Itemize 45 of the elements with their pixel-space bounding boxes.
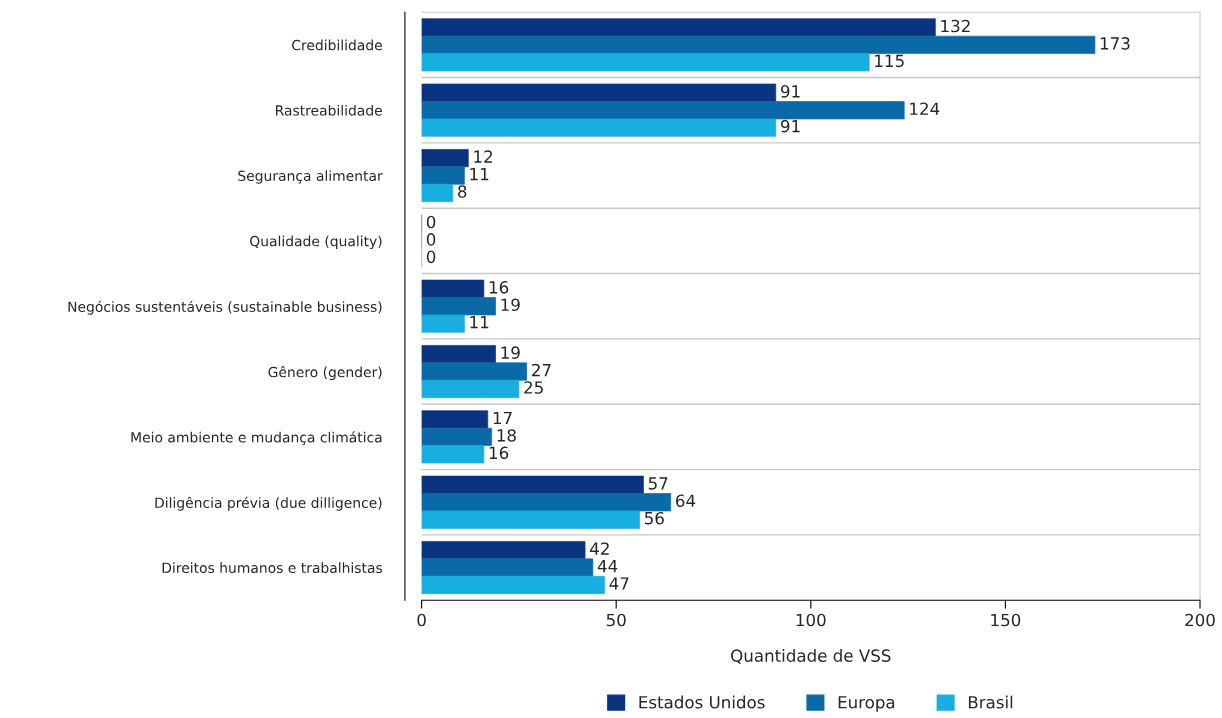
data-label: 91 [780,85,800,98]
data-label: 18 [497,429,516,442]
legend-label: Europa [838,696,895,712]
x-tick-label: 200 [1185,613,1215,627]
legend-label: Estados Unidos [639,695,765,709]
data-label: 16 [489,446,509,460]
data-label: 42 [590,542,609,555]
data-label: 115 [875,54,904,68]
data-label: 0 [426,233,436,246]
x-axis-title: Quantidade de VSS [731,649,891,664]
data-label: 27 [532,363,551,377]
data-label: 8 [458,185,467,198]
y-tick-label: Diligência prévia (due dilligence) [155,496,382,511]
data-label: 19 [501,298,520,312]
data-label: 0 [426,215,436,229]
data-label: 12 [474,150,492,163]
data-label: 47 [609,577,629,590]
data-label: 132 [941,19,970,33]
y-tick-label: Direitos humanos e trabalhistas [162,562,383,574]
y-tick-label: Segurança alimentar [238,170,383,184]
y-tick-label: Negócios sustentáveis (sustainable business) [68,300,382,315]
y-tick-label: Gênero (gender) [268,366,382,381]
data-label: 173 [1100,37,1130,50]
data-label: 11 [470,168,489,181]
data-label: 124 [910,102,940,115]
x-tick-label: 100 [796,613,826,627]
x-tick-label: 150 [991,613,1021,627]
data-label: 17 [493,411,512,425]
data-label: 91 [780,119,800,133]
y-tick-label: Meio ambiente e mudança climática [131,431,382,446]
y-tick-label: Credibilidade [292,39,382,51]
data-label: 64 [676,494,696,508]
data-label: 57 [648,477,668,490]
y-tick-label: Rastreabilidade [276,104,382,116]
data-label: 16 [489,281,509,294]
x-tick-label: 0 [417,613,426,627]
data-label: 44 [597,560,618,573]
data-label: 0 [426,250,436,264]
x-tick-label: 50 [606,613,626,627]
y-tick-label: Qualidade (quality) [250,235,382,250]
legend-label: Brasil [968,695,1013,709]
data-label: 19 [501,346,520,359]
data-label: 11 [470,316,489,329]
data-label: 25 [524,381,543,394]
data-label: 56 [645,511,664,525]
